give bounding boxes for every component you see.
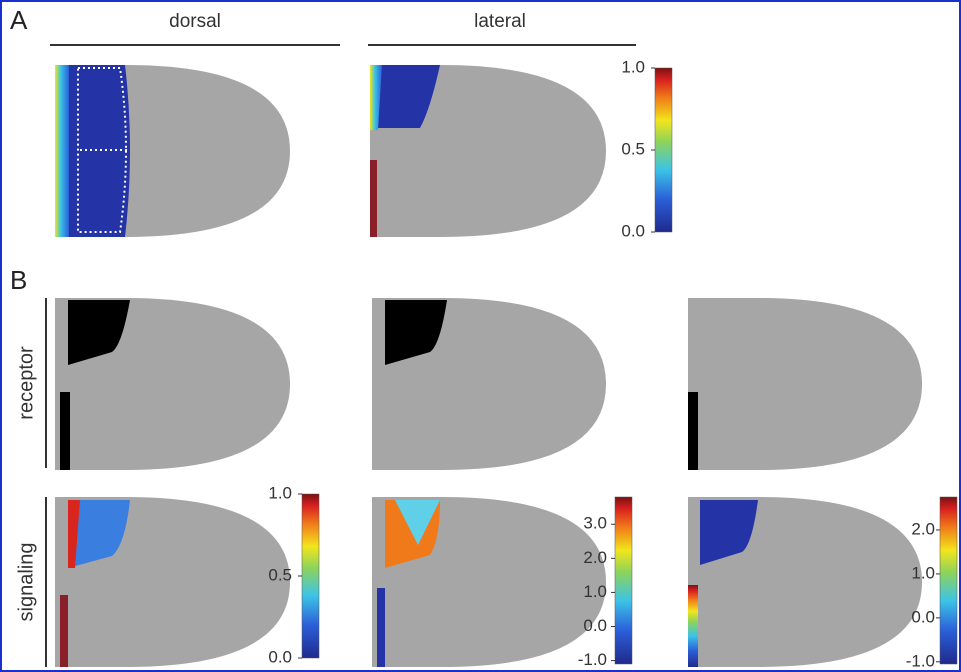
colorbar-tick-label: 1.0 — [268, 483, 292, 502]
signaling — [377, 588, 385, 667]
expression — [55, 65, 69, 237]
receptor-domain — [688, 392, 698, 470]
row-label: receptor — [15, 346, 37, 420]
colorbar-tick-label: 0.0 — [583, 616, 607, 635]
column-label: lateral — [474, 11, 526, 32]
colorbar-tick-label: 0.5 — [268, 565, 292, 584]
colorbar-tick-label: 1.0 — [621, 57, 645, 76]
colorbar-tick-label: 0.5 — [621, 139, 645, 158]
colorbar — [655, 68, 672, 232]
colorbar — [302, 494, 319, 658]
colorbar-tick-label: 2.0 — [911, 519, 935, 538]
colorbar-tick-label: 1.0 — [583, 582, 607, 601]
colorbar — [940, 497, 957, 664]
panel-label: A — [10, 5, 28, 35]
colorbar — [615, 497, 632, 664]
colorbar-tick-label: -1.0 — [906, 651, 935, 670]
row-label: signaling — [15, 543, 37, 622]
colorbar-tick-label: -1.0 — [578, 650, 607, 669]
figure: A dorsal lateral B receptor signaling 0.… — [0, 0, 961, 672]
colorbar-tick-label: 2.0 — [583, 548, 607, 567]
colorbar-tick-label: 0.0 — [268, 647, 292, 666]
embryo — [688, 298, 922, 470]
expression — [370, 160, 377, 237]
colorbar-tick-label: 0.0 — [911, 607, 935, 626]
signaling — [60, 595, 68, 667]
signaling — [688, 585, 698, 667]
colorbar-tick-label: 1.0 — [911, 563, 935, 582]
receptor-domain — [60, 392, 70, 470]
colorbar-tick-label: 0.0 — [621, 221, 645, 240]
colorbar-tick-label: 3.0 — [583, 514, 607, 533]
figure-canvas: A dorsal lateral B receptor signaling 0.… — [0, 0, 961, 672]
column-label: dorsal — [169, 11, 221, 32]
panel-label: B — [10, 265, 27, 295]
